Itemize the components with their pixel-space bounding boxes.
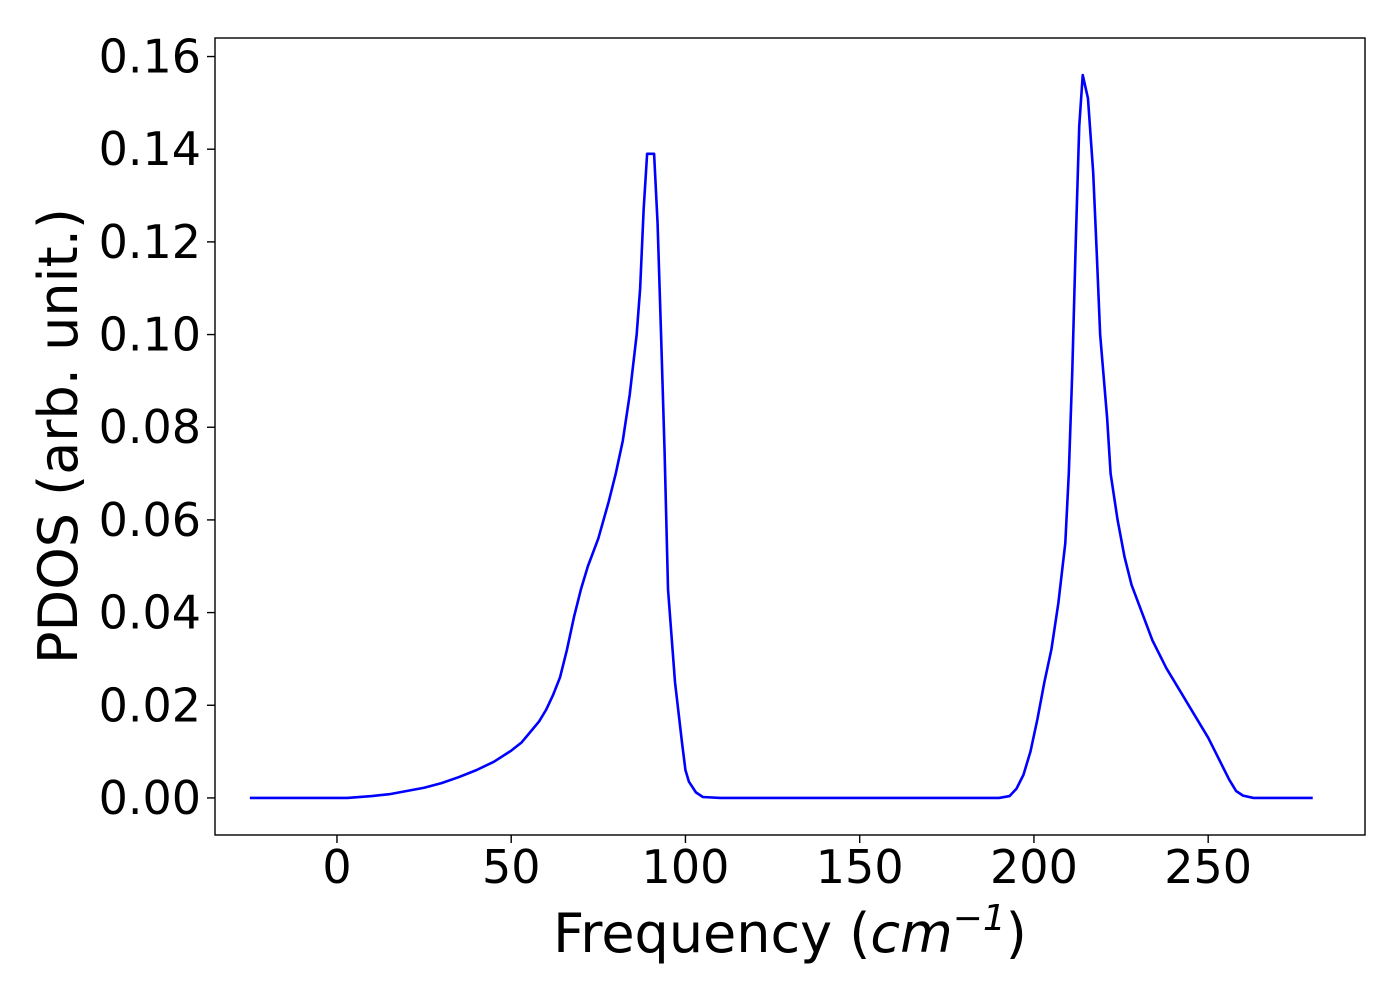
- y-tick-label: 0.08: [99, 400, 201, 454]
- y-tick-label: 0.16: [99, 30, 201, 84]
- pdos-series-line: [249, 73, 1313, 800]
- x-tick-label: 0: [322, 840, 351, 894]
- x-axis-label-exponent: −1: [953, 898, 1006, 939]
- y-tick-label: 0.02: [99, 678, 201, 732]
- y-axis-label: PDOS (arb. unit.): [27, 208, 90, 664]
- x-axis-ticks: 0 50 100 150 200 250: [322, 835, 1252, 894]
- x-tick-label: 200: [990, 840, 1078, 894]
- x-tick-label: 100: [642, 840, 730, 894]
- y-axis-ticks: 0.00 0.02 0.04 0.06 0.08 0.10 0.12 0.14 0.16: [99, 30, 215, 825]
- y-tick-label: 0.10: [99, 308, 201, 362]
- y-tick-label: 0.04: [99, 586, 201, 640]
- x-tick-label: 250: [1164, 840, 1252, 894]
- y-tick-label: 0.12: [99, 215, 201, 269]
- y-tick-label: 0.06: [99, 493, 201, 547]
- y-tick-label: 0.00: [99, 771, 201, 825]
- x-axis-label-unit: cm: [870, 902, 952, 965]
- x-tick-label: 150: [816, 840, 904, 894]
- x-axis-label-suffix: ): [1006, 902, 1027, 965]
- x-tick-label: 50: [482, 840, 541, 894]
- x-axis-label-prefix: Frequency (: [553, 902, 870, 965]
- plot-area: [214, 37, 1366, 836]
- x-axis-label: Frequency (cm−1): [553, 898, 1027, 965]
- y-tick-label: 0.14: [99, 122, 201, 176]
